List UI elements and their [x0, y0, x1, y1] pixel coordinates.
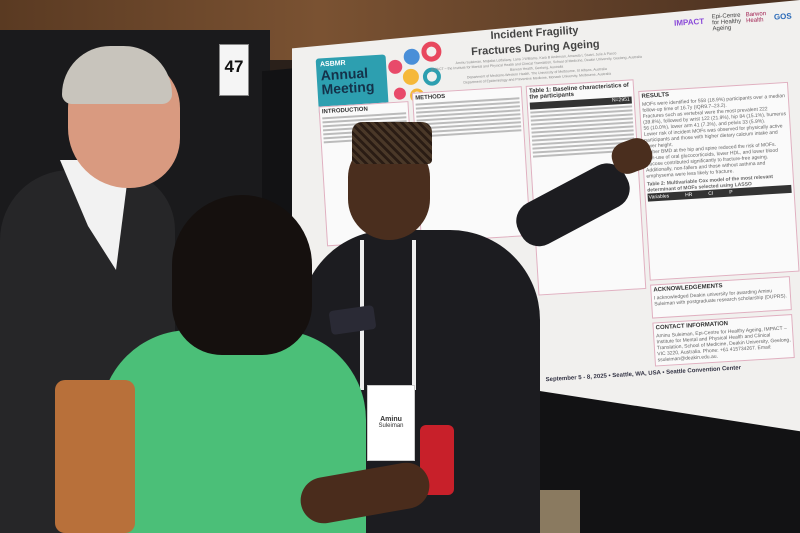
- col-header: P: [729, 189, 733, 196]
- impact-logo: IMPACT: [673, 16, 705, 28]
- col-header: CI: [708, 190, 714, 197]
- board-number-card: 47: [219, 44, 249, 96]
- woman-head: [172, 195, 312, 355]
- poster-footer: September 5 - 8, 2025 • Seattle, WA, USA…: [545, 365, 742, 384]
- gos-logo: GOS: [773, 11, 792, 22]
- barwon-logo: Barwon Health: [745, 11, 767, 25]
- col-header: Variables: [648, 193, 670, 201]
- presenter-hat: [352, 122, 432, 164]
- man-left-hair: [62, 46, 172, 104]
- lanyard: [412, 240, 416, 390]
- col-header: HR: [684, 191, 693, 199]
- results-section: RESULTS MOFs were identified for 558 (18…: [638, 81, 800, 281]
- logo-line2: Meeting: [321, 78, 375, 98]
- badge-name: Aminu: [380, 416, 402, 423]
- epicentre-logo: Epi-Centre for Healthy Ageing: [711, 12, 742, 33]
- handbag: [55, 380, 135, 533]
- methods-section: METHODS: [411, 86, 531, 243]
- acknowledgements-section: ACKNOWLEDGEMENTS I acknowledged Deakin un…: [650, 276, 792, 319]
- contact-section: CONTACT INFORMATION Aminu Suleiman, Epi-C…: [652, 314, 795, 367]
- name-badge: Aminu Suleiman: [367, 385, 415, 461]
- board-number: 47: [224, 57, 244, 76]
- contact-text: Aminu Suleiman, Epi-Centre for Healthy A…: [656, 325, 791, 364]
- badge-surname: Suleiman: [378, 423, 404, 429]
